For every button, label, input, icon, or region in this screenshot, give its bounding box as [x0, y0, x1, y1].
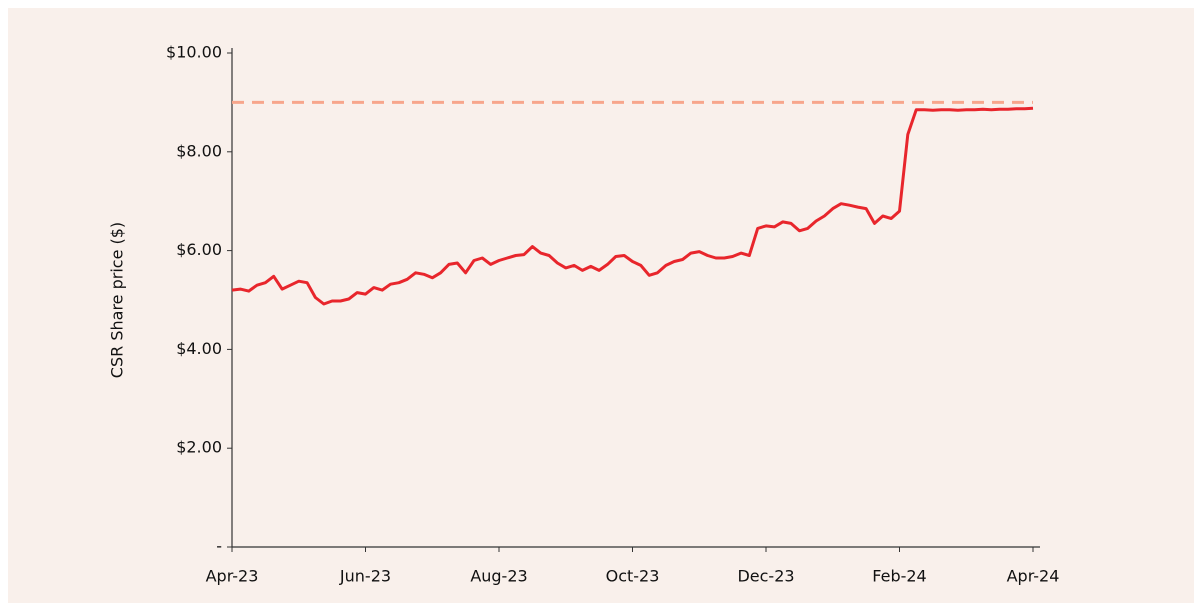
y-tick-label: $6.00 [176, 240, 222, 259]
y-tick-label: - [216, 537, 222, 556]
y-tick-label: $10.00 [166, 43, 222, 62]
x-tick-label: Feb-24 [872, 567, 926, 586]
y-tick-label: $8.00 [176, 141, 222, 160]
y-axis-label: CSR Share price ($) [108, 222, 127, 378]
x-tick-label: Aug-23 [470, 567, 527, 586]
y-tick-label: $4.00 [176, 339, 222, 358]
x-tick-label: Apr-23 [206, 567, 259, 586]
y-tick-label: $2.00 [176, 438, 222, 457]
price-line [231, 106, 1034, 306]
x-tick-label: Jun-23 [339, 567, 391, 586]
background [8, 8, 1194, 603]
x-tick-label: Dec-23 [737, 567, 794, 586]
x-tick-label: Apr-24 [1007, 567, 1060, 586]
x-tick-label: Oct-23 [606, 567, 660, 586]
